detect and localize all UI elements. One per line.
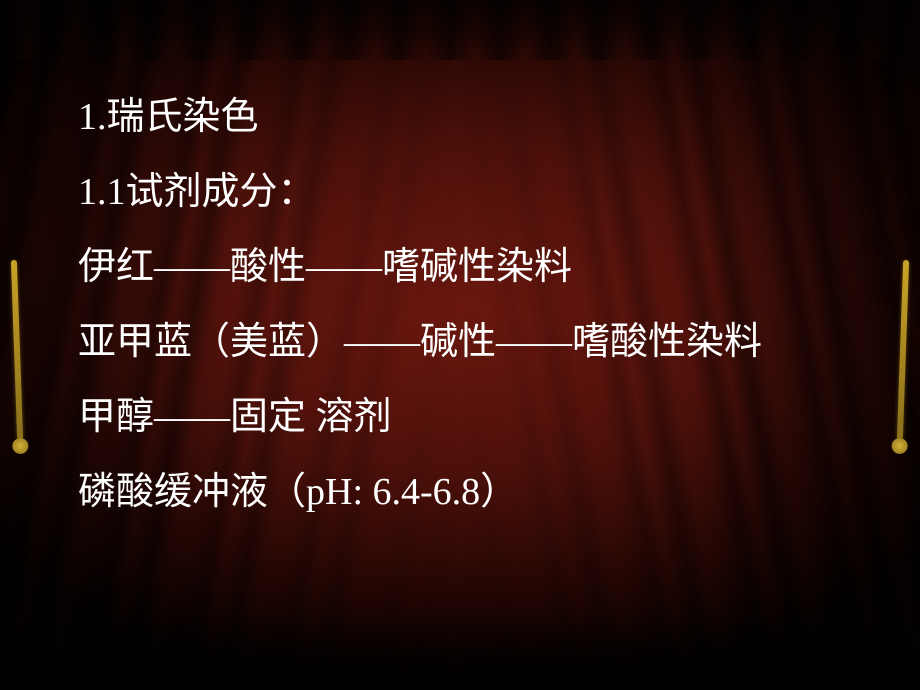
- text-line: 伊红——酸性——嗜碱性染料: [78, 230, 860, 305]
- slide-text: 1.瑞氏染色 1.1试剂成分： 伊红——酸性——嗜碱性染料 亚甲蓝（美蓝）——碱…: [78, 80, 860, 530]
- text-line: 1.瑞氏染色: [78, 80, 860, 155]
- text-line: 甲醇——固定 溶剂: [78, 380, 860, 455]
- curtain-rope-left: [11, 260, 23, 440]
- slide: 1.瑞氏染色 1.1试剂成分： 伊红——酸性——嗜碱性染料 亚甲蓝（美蓝）——碱…: [0, 0, 920, 690]
- curtain-top-drape: [0, 0, 920, 60]
- text-line: 磷酸缓冲液（pH: 6.4-6.8）: [78, 455, 860, 530]
- curtain-rope-right: [897, 260, 909, 440]
- text-line: 1.1试剂成分：: [78, 155, 860, 230]
- stage-floor-shadow: [0, 610, 920, 690]
- text-line: 亚甲蓝（美蓝）——碱性——嗜酸性染料: [78, 305, 860, 380]
